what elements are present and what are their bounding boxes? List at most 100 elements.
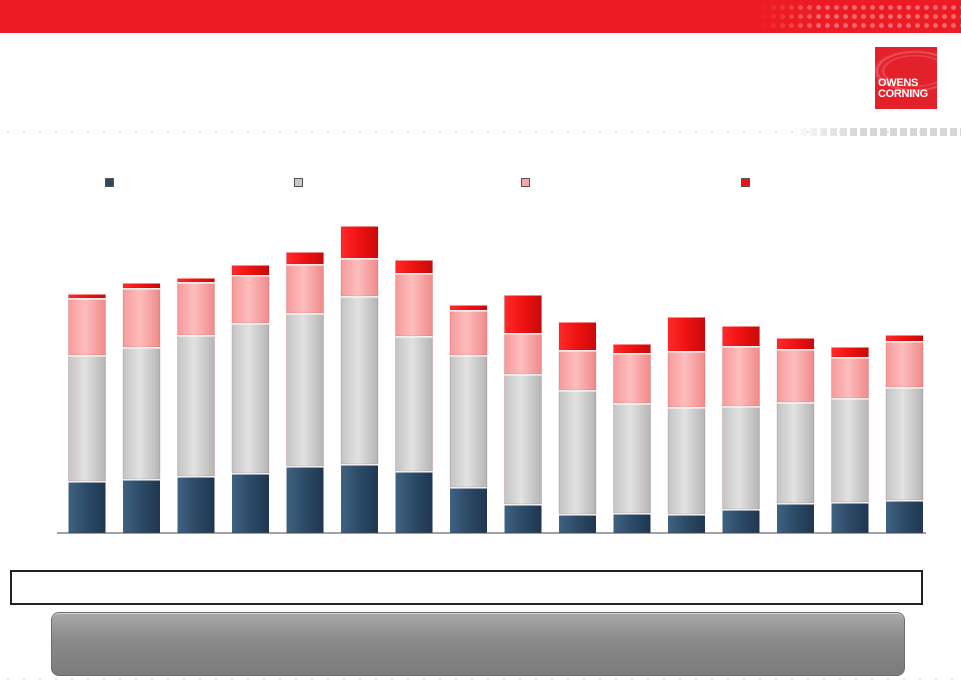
bar-16-pink-separator: [886, 340, 923, 343]
header-divider: [0, 129, 961, 135]
bar-8-navy: [450, 487, 487, 533]
bar-6-pink-separator: [341, 257, 378, 260]
bar-10-navy: [559, 514, 596, 533]
bar-7-red-separator: [395, 258, 433, 261]
bar-10-pink-separator: [559, 349, 596, 352]
bar-10-gray: [558, 389, 597, 515]
bar-6-pink: [340, 257, 379, 297]
bar-1-gray: [68, 354, 106, 482]
bar-3-pink-separator: [177, 281, 215, 284]
bar-2-pink: [122, 287, 161, 348]
header-bar: [0, 0, 961, 33]
bar-11-pink-separator: [613, 352, 651, 355]
bar-12-navy-separator: [668, 513, 705, 516]
bar-7-navy-separator: [395, 470, 433, 473]
bar-13-pink: [722, 345, 760, 407]
bar-3-navy: [177, 476, 215, 533]
bar-15-pink-separator: [831, 356, 869, 359]
bar-13-navy-separator: [722, 508, 760, 511]
bar-16-pink: [885, 340, 924, 388]
legend-swatch-gray: [294, 177, 303, 187]
bar-4-navy: [232, 473, 269, 533]
bar-12-gray-separator: [668, 406, 705, 409]
header-pattern: [760, 3, 961, 31]
bar-11-gray: [613, 402, 651, 514]
bar-14-pink-separator: [777, 348, 814, 351]
bar-5-pink: [286, 263, 324, 314]
bars-group: [68, 224, 924, 533]
bar-2-navy-separator: [123, 478, 160, 481]
bar-9-red-separator: [504, 293, 542, 296]
bar-15-red-separator: [831, 345, 869, 348]
bar-7-navy: [395, 471, 433, 533]
legend-item-2: [294, 176, 309, 188]
bar-10-red: [558, 320, 597, 351]
bar-12-gray: [667, 406, 706, 515]
bar-4-gray-separator: [232, 322, 269, 325]
bar-16-red-separator: [886, 333, 923, 336]
bar-5-red-separator: [286, 250, 324, 253]
bar-1-pink: [68, 297, 106, 356]
bar-7-gray: [395, 335, 433, 472]
bar-4-pink: [231, 274, 270, 324]
bar-15-pink: [831, 356, 869, 399]
bar-1-navy: [68, 481, 106, 533]
bar-5-pink-separator: [286, 263, 324, 266]
bar-3-gray: [177, 334, 215, 477]
bar-13-gray: [722, 405, 760, 510]
bar-13-gray-separator: [722, 405, 760, 408]
bar-12-red-separator: [668, 315, 705, 318]
bar-3-pink: [177, 281, 215, 336]
legend-item-1: [105, 176, 120, 188]
header-divider-accent: [790, 128, 961, 136]
bar-4-red-separator: [232, 263, 269, 266]
bar-15-navy: [831, 502, 869, 533]
bar-8-red-separator: [450, 303, 487, 306]
bar-1-gray-separator: [68, 354, 106, 357]
bar-5-navy-separator: [286, 465, 324, 468]
bar-16-gray-separator: [886, 386, 923, 389]
bar-14-gray: [776, 401, 815, 504]
bar-3-gray-separator: [177, 334, 215, 337]
bar-11-navy: [613, 513, 651, 533]
bar-4-pink-separator: [232, 274, 269, 277]
bar-12-pink-separator: [668, 350, 705, 353]
bar-9-pink-separator: [504, 332, 542, 335]
bar-9-navy: [504, 504, 542, 533]
bar-5-gray-separator: [286, 312, 324, 315]
bar-7-gray-separator: [395, 335, 433, 338]
legend-swatch-navy: [105, 177, 114, 187]
bar-10-navy-separator: [559, 513, 596, 516]
bar-3-navy-separator: [177, 475, 215, 478]
bar-7-pink: [395, 272, 433, 337]
bar-5-navy: [286, 466, 324, 533]
footer-divider: [0, 676, 961, 682]
bar-15-gray-separator: [831, 397, 869, 400]
bar-14-pink: [776, 348, 815, 403]
logo-line1: OWENS: [878, 77, 919, 89]
bar-10-gray-separator: [559, 389, 596, 392]
bar-2-navy: [123, 479, 160, 533]
bar-13-pink-separator: [722, 345, 760, 348]
bar-10-pink: [558, 349, 597, 391]
bar-5-red: [286, 250, 324, 265]
bar-12-pink: [667, 350, 706, 408]
bar-7-red: [395, 258, 433, 274]
bar-8-pink: [449, 309, 488, 356]
bar-1-red-separator: [68, 292, 106, 295]
bar-7-pink-separator: [395, 272, 433, 275]
bar-8-navy-separator: [450, 486, 487, 489]
bar-15-red: [831, 345, 869, 358]
bar-14-red: [776, 336, 815, 350]
bar-16-navy-separator: [886, 499, 923, 502]
bar-9-navy-separator: [504, 503, 542, 506]
bar-2-gray-separator: [123, 346, 160, 349]
bar-14-navy: [777, 503, 814, 533]
logo-text: OWENS CORNING: [878, 78, 936, 100]
owens-corning-logo: OWENS CORNING: [875, 47, 937, 109]
bar-6-navy: [341, 464, 378, 533]
legend-item-4: [741, 176, 756, 188]
bar-8-gray-separator: [450, 354, 487, 357]
bar-13-navy: [722, 509, 760, 533]
